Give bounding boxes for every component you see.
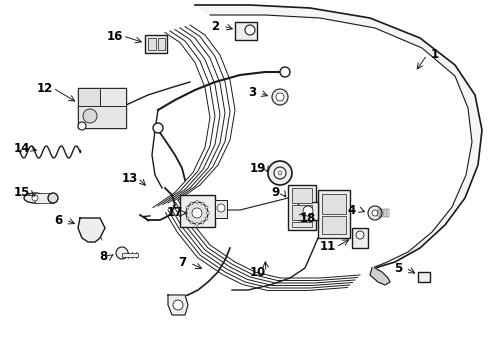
Text: 4: 4 [348, 203, 356, 216]
Circle shape [116, 247, 128, 259]
Bar [322, 216, 346, 234]
Circle shape [196, 201, 198, 203]
Text: 13: 13 [122, 171, 138, 184]
Circle shape [268, 161, 292, 185]
Bar [322, 194, 346, 214]
Bar [387, 209, 389, 217]
Text: 9: 9 [271, 186, 279, 199]
Circle shape [274, 167, 286, 179]
Text: 8: 8 [99, 249, 107, 262]
Text: 1: 1 [431, 49, 439, 62]
Circle shape [186, 202, 208, 224]
Text: 10: 10 [250, 266, 266, 279]
Text: 7: 7 [178, 256, 186, 270]
Circle shape [276, 93, 284, 101]
Bar [78, 106, 126, 128]
Circle shape [78, 122, 86, 130]
Bar [235, 22, 257, 40]
Text: 19: 19 [250, 162, 266, 175]
Bar [78, 88, 100, 106]
Circle shape [356, 231, 364, 239]
Text: 6: 6 [54, 213, 62, 226]
Bar [292, 205, 312, 220]
Circle shape [272, 89, 288, 105]
Text: 12: 12 [37, 81, 53, 94]
Circle shape [185, 211, 188, 215]
Circle shape [32, 195, 38, 201]
Text: 5: 5 [394, 261, 402, 274]
Circle shape [186, 206, 189, 209]
Circle shape [201, 221, 204, 224]
Circle shape [372, 210, 378, 216]
Bar [78, 88, 126, 128]
Bar [148, 38, 156, 50]
Circle shape [190, 221, 193, 224]
Text: 2: 2 [211, 19, 219, 32]
Polygon shape [168, 295, 188, 315]
Text: 16: 16 [107, 30, 123, 42]
Text: 17: 17 [167, 207, 183, 220]
Text: 18: 18 [300, 211, 316, 225]
Circle shape [245, 25, 255, 35]
Bar [298, 202, 318, 220]
Circle shape [83, 109, 97, 123]
Bar [145, 35, 167, 53]
Circle shape [278, 171, 282, 175]
Circle shape [173, 300, 183, 310]
Ellipse shape [24, 193, 46, 203]
Polygon shape [78, 218, 105, 242]
Bar [288, 185, 316, 230]
Circle shape [190, 202, 193, 205]
Circle shape [205, 206, 208, 209]
Bar [381, 209, 383, 217]
Bar [378, 209, 380, 217]
Circle shape [153, 123, 163, 133]
Circle shape [186, 217, 189, 220]
Text: 14: 14 [14, 141, 30, 154]
Circle shape [368, 206, 382, 220]
Bar [215, 200, 227, 218]
Bar [292, 222, 312, 227]
Text: 11: 11 [320, 240, 336, 253]
Circle shape [280, 67, 290, 77]
Bar [100, 88, 126, 106]
Ellipse shape [48, 193, 58, 203]
Circle shape [206, 211, 210, 215]
Polygon shape [370, 268, 390, 285]
Bar [384, 209, 386, 217]
Bar [352, 228, 368, 248]
Circle shape [196, 222, 198, 225]
Text: 3: 3 [248, 86, 256, 99]
Circle shape [192, 208, 202, 218]
Bar [418, 272, 430, 282]
Circle shape [201, 202, 204, 205]
Bar [35, 193, 53, 203]
Circle shape [205, 217, 208, 220]
Circle shape [217, 204, 225, 212]
Bar [122, 253, 138, 257]
Bar [180, 195, 215, 227]
Polygon shape [195, 5, 482, 268]
Bar [158, 38, 165, 50]
Circle shape [303, 206, 313, 216]
Text: 15: 15 [14, 186, 30, 199]
Bar [292, 188, 312, 203]
Bar [318, 190, 350, 238]
